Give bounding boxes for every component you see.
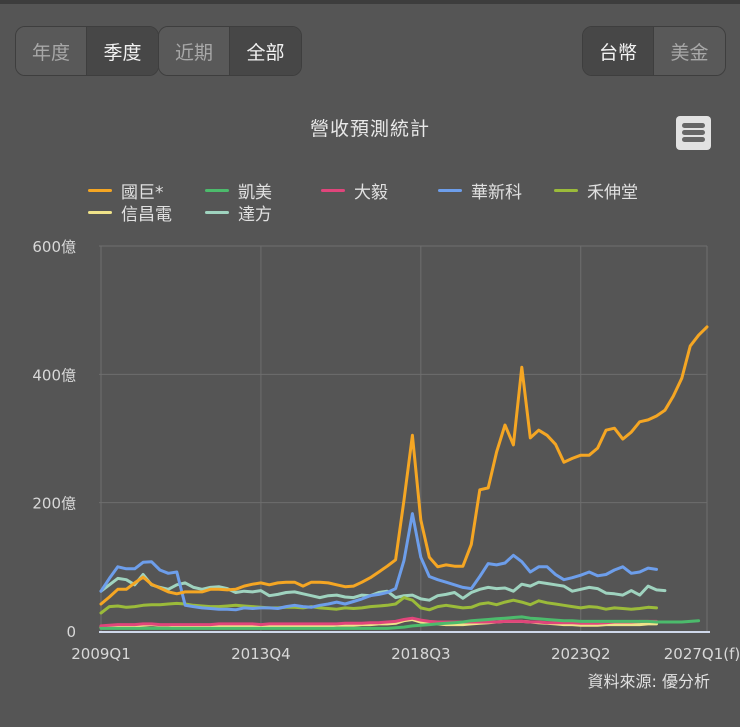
- data-source-credit: 資料來源: 優分析: [587, 672, 710, 691]
- period-toggle-group: 年度 季度: [15, 26, 159, 76]
- range-toggle-group: 近期 全部: [158, 26, 302, 76]
- legend-label: 凱美: [238, 183, 272, 203]
- x-tick-label: 2027Q1(f): [664, 645, 740, 663]
- hamburger-bar: [682, 137, 705, 142]
- axis-labels: 0 200億 400億 600億 2009Q1 2013Q4 2018Q3 2023Q2 202…: [32, 238, 740, 663]
- quarterly-button[interactable]: 季度: [86, 27, 158, 75]
- legend-item[interactable]: 大毅: [321, 178, 388, 203]
- legend-label: 國巨*: [121, 183, 164, 203]
- y-tick-label: 0: [66, 623, 76, 641]
- all-button[interactable]: 全部: [229, 27, 301, 75]
- legend-swatch-icon: [205, 189, 229, 192]
- gridlines: [99, 245, 710, 633]
- x-tick-label: 2013Q4: [231, 645, 291, 663]
- legend-label: 華新科: [471, 183, 522, 203]
- x-tick-label: 2023Q2: [551, 645, 611, 663]
- x-tick-label: 2009Q1: [71, 645, 131, 663]
- y-tick-label: 200億: [32, 495, 76, 513]
- legend-label: 達方: [238, 205, 272, 225]
- legend-item[interactable]: 達方: [205, 200, 272, 225]
- legend-item[interactable]: 國巨*: [88, 178, 164, 203]
- legend-swatch-icon: [321, 189, 345, 192]
- legend-swatch-icon: [88, 211, 112, 214]
- series-line-凱美[interactable]: [99, 615, 701, 630]
- legend-swatch-icon: [88, 189, 112, 192]
- twd-button[interactable]: 台幣: [583, 27, 653, 75]
- series-line-華新科[interactable]: [99, 512, 658, 612]
- series-line-大毅[interactable]: [99, 616, 658, 628]
- usd-button[interactable]: 美金: [653, 27, 725, 75]
- legend-item[interactable]: 禾伸堂: [554, 178, 638, 203]
- legend-item[interactable]: 華新科: [438, 178, 522, 203]
- recent-button[interactable]: 近期: [159, 27, 229, 75]
- chart-menu-button[interactable]: [676, 116, 711, 150]
- hamburger-bar: [682, 130, 705, 135]
- hamburger-menu-icon: [682, 123, 705, 128]
- chart-title: 營收預測統計: [309, 118, 430, 140]
- series-line-達方[interactable]: [99, 573, 667, 602]
- x-tick-label: 2018Q3: [391, 645, 451, 663]
- currency-toggle-group: 台幣 美金: [582, 26, 726, 76]
- legend-label: 大毅: [354, 183, 388, 203]
- y-tick-label: 600億: [32, 238, 76, 256]
- legend-label: 禾伸堂: [587, 183, 638, 203]
- legend-swatch-icon: [438, 189, 462, 192]
- legend-swatch-icon: [205, 211, 229, 214]
- annual-button[interactable]: 年度: [16, 27, 86, 75]
- legend-label: 信昌電: [121, 205, 172, 225]
- y-tick-label: 400億: [32, 366, 76, 384]
- series-lines: [99, 325, 709, 630]
- legend-item[interactable]: 信昌電: [88, 200, 172, 225]
- top-edge-bar: [0, 0, 740, 4]
- series-line-國巨*[interactable]: [99, 325, 709, 606]
- legend-item[interactable]: 凱美: [205, 178, 272, 203]
- legend-swatch-icon: [554, 189, 578, 192]
